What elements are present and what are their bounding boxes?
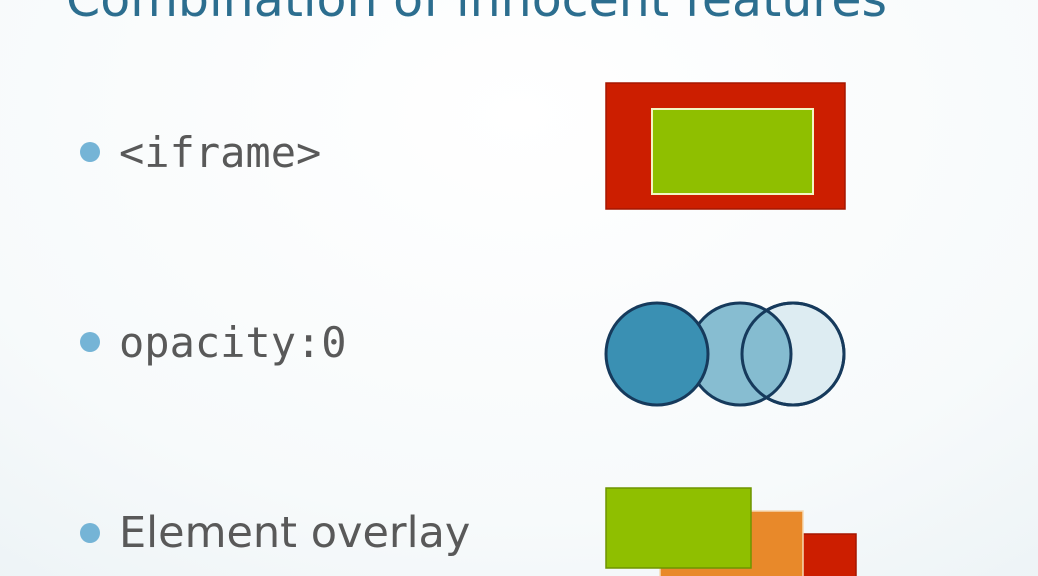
bullet-text: Element overlay bbox=[119, 508, 471, 558]
circle-light-outline bbox=[740, 301, 846, 407]
bullet-text: <iframe> bbox=[119, 127, 322, 177]
inner-green-rect bbox=[651, 108, 814, 195]
stacked-rectangles-icon bbox=[605, 487, 857, 576]
bullet-iframe: <iframe> bbox=[80, 122, 321, 182]
bullet-dot-icon bbox=[80, 523, 100, 543]
green-rect bbox=[605, 487, 752, 569]
circle-dark bbox=[604, 301, 710, 407]
slide-title: Combination of innocent features bbox=[66, 0, 887, 35]
bullet-text: opacity:0 bbox=[119, 317, 347, 367]
bullet-element-overlay: Element overlay bbox=[80, 503, 470, 563]
bullet-dot-icon bbox=[80, 332, 100, 352]
bullet-dot-icon bbox=[80, 142, 100, 162]
bullet-opacity: opacity:0 bbox=[80, 312, 347, 372]
red-rect bbox=[801, 533, 857, 576]
nested-rectangles-icon bbox=[605, 82, 846, 210]
overlapping-circles-icon bbox=[604, 301, 846, 407]
